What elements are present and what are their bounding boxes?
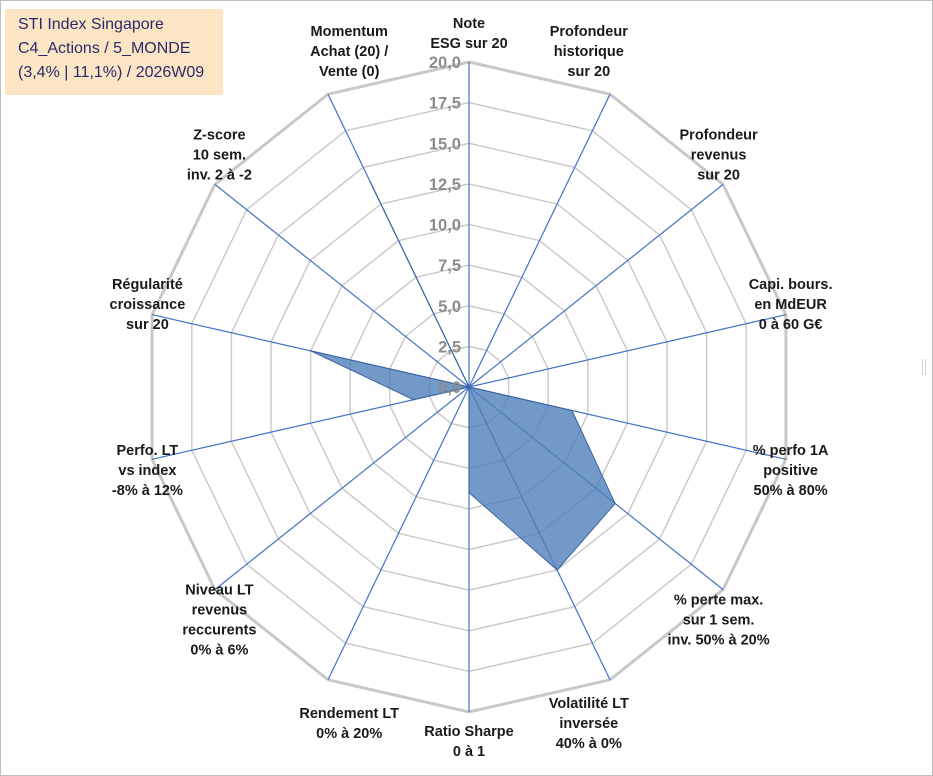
axis-labels: Note ESG sur 20 Profondeur historique sur 20… (110, 16, 833, 760)
axis-label-line: sur 20 (567, 64, 610, 80)
axis-label-line: revenus (192, 603, 248, 619)
data-point (468, 491, 470, 494)
axis-label-line: 0 à 1 (453, 744, 485, 760)
axis-label-line: 10 sem. (193, 147, 246, 163)
axis-spoke (214, 183, 470, 388)
axis-label-line: positive (763, 463, 818, 479)
tick-label: 0,0 (438, 379, 461, 397)
axis-label-line: ESG sur 20 (430, 36, 507, 52)
axis-label-line: 0% à 6% (190, 643, 248, 659)
axis-spoke (468, 314, 787, 388)
data-point (412, 398, 415, 401)
axis-label: Momentum Achat (20) / Vente (0) (310, 24, 388, 80)
scroll-grip[interactable] (922, 359, 926, 375)
axis-label-line: Niveau LT (185, 583, 253, 599)
data-point (468, 386, 470, 388)
tick-label: 17,5 (429, 95, 461, 113)
radar-series (309, 181, 616, 571)
tick-label: 20,0 (429, 54, 461, 72)
tick-label: 5,0 (438, 298, 461, 316)
axis-label-line: Capi. bours. (749, 277, 833, 293)
axis-label-line: Profondeur (680, 127, 758, 143)
axis-label-line: Note (453, 16, 485, 32)
axis-label-line: 40% à 0% (556, 736, 622, 752)
axis-spoke (468, 183, 724, 388)
axis-label-line: Rendement LT (299, 706, 399, 722)
axis-label-line: -8% à 12% (112, 483, 183, 499)
axis-label-line: Profondeur (550, 24, 628, 40)
axis-spoke (327, 386, 470, 681)
axis-label-line: Achat (20) / (310, 44, 388, 60)
axis-label-line: 50% à 80% (754, 483, 828, 499)
title-line-1: STI Index Singapore (18, 16, 164, 33)
axis-label: Perfo. LT vs index -8% à 12% (112, 443, 183, 499)
axis-label-line: sur 1 sem. (683, 613, 755, 629)
axis-label-line: sur 20 (697, 167, 740, 183)
tick-label: 15,0 (429, 135, 461, 153)
axis-label: Capi. bours. en MdEUR 0 à 60 G€ (749, 277, 833, 333)
axis-label-line: en MdEUR (754, 297, 827, 313)
axis-label-line: Perfo. LT (117, 443, 179, 459)
data-point (309, 350, 312, 352)
axis-label: Niveau LT revenus reccurents 0% à 6% (182, 583, 256, 659)
title-line-2: C4_Actions / 5_MONDE (18, 40, 191, 57)
tick-label: 7,5 (438, 257, 461, 275)
axis-label-line: sur 20 (126, 317, 169, 333)
axis-label-line: Régularité (112, 277, 183, 293)
tick-label: 12,5 (429, 176, 461, 194)
axis-label: Régularité croissance sur 20 (110, 277, 186, 333)
axis-label-line: % perte max. (674, 593, 763, 609)
axis-label: % perte max. sur 1 sem. inv. 50% à 20% (668, 593, 770, 649)
axis-label-line: Z-score (193, 127, 245, 143)
axis-label: Profondeur revenus sur 20 (680, 127, 758, 183)
axis-label-line: revenus (691, 147, 747, 163)
axis-label-line: 0% à 20% (316, 726, 382, 742)
axis-spoke (468, 93, 611, 388)
axis-label: Profondeur historique sur 20 (550, 24, 628, 80)
chart-title-box: STI Index Singapore C4_Actions / 5_MONDE… (5, 9, 223, 95)
data-point (571, 409, 573, 412)
tick-label: 2,5 (438, 338, 461, 356)
axis-label-line: historique (554, 44, 624, 60)
axis-label-line: inversée (559, 716, 618, 732)
data-point (556, 569, 558, 571)
data-point (369, 181, 372, 183)
axis-spoke (214, 386, 470, 591)
axis-label: % perfo 1A positive 50% à 80% (753, 443, 829, 499)
axis-label-line: reccurents (182, 623, 256, 639)
axis-label-line: Volatilité LT (549, 696, 629, 712)
radial-tick-labels: 0,0 2,5 5,0 7,5 10,0 12,5 15,0 17,5 20,0 (429, 54, 461, 397)
axis-label: Volatilité LT inversée 40% à 0% (549, 696, 629, 752)
data-point (614, 502, 616, 505)
axis-label: Note ESG sur 20 (430, 16, 507, 52)
series-area (310, 181, 616, 571)
axis-label-line: 0 à 60 G€ (759, 317, 823, 333)
axis-label-line: inv. 50% à 20% (668, 633, 770, 649)
axis-label: Ratio Sharpe 0 à 1 (424, 724, 513, 760)
axis-label: Z-score 10 sem. inv. 2 à -2 (187, 127, 252, 183)
axis-label-line: % perfo 1A (753, 443, 829, 459)
axis-label-line: Ratio Sharpe (424, 724, 513, 740)
axis-label-line: Vente (0) (319, 64, 380, 80)
axis-label: Rendement LT 0% à 20% (299, 706, 399, 742)
axis-label-line: Momentum (311, 24, 388, 40)
axis-label-line: vs index (118, 463, 176, 479)
title-line-3: (3,4% | 11,1%) / 2026W09 (18, 64, 205, 81)
axis-label-line: croissance (110, 297, 186, 313)
tick-label: 10,0 (429, 217, 461, 235)
axis-label-line: inv. 2 à -2 (187, 167, 252, 183)
